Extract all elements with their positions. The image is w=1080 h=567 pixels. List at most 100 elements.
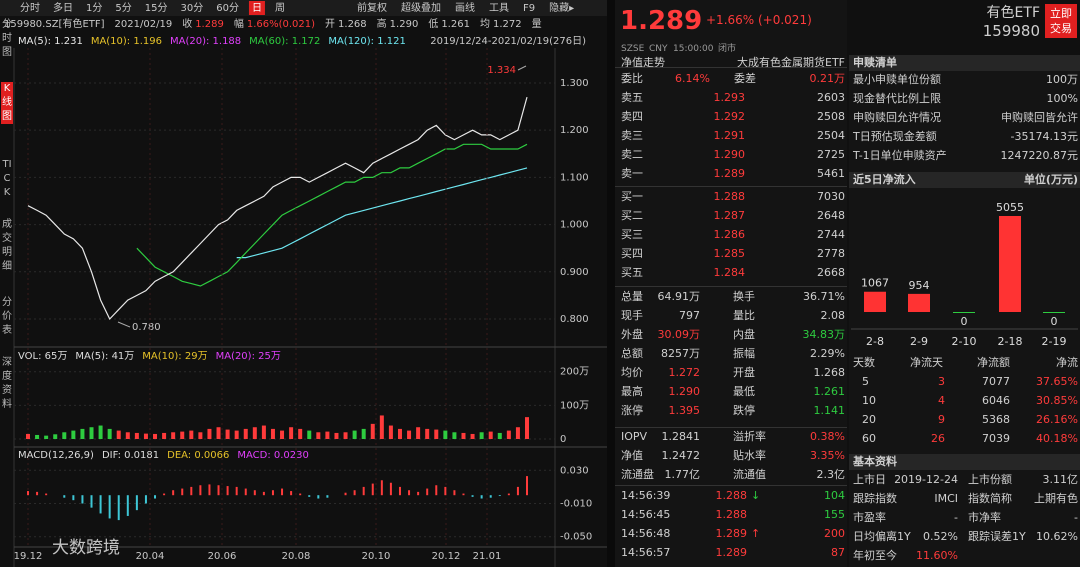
sidebar-tab[interactable]: 分价表 [2,297,12,336]
stat: 1.261 [813,385,846,398]
flow-value: 5055 [996,201,1024,214]
volume-bar [352,430,357,439]
tool-button[interactable]: 工具 [489,2,509,14]
macd-legend: MACD(12,26,9) [18,450,94,461]
sidebar-tab[interactable]: 成交明细 [2,219,12,272]
macd-bar [380,480,383,496]
volume-bar [470,433,475,439]
volume-bar [71,430,76,439]
volume-bar [434,429,439,439]
flow-bar [908,293,930,312]
kline-panel: 分时 多日 1分 5分 15分 30分 60分 日 周 前复权 超级叠加 画线 工具 F9 隐藏▸ 15998… [0,0,607,567]
date-range: 2019/12/24-2021/02/19(276日) [430,36,586,47]
vol-legend: VOL: 65万 [18,351,67,362]
basic-cell: 市盈率 [853,511,886,524]
volume-bar [26,433,30,439]
tool-button[interactable]: 画线 [455,1,475,14]
volume-bar [525,417,529,439]
period-tab[interactable]: 15分 [145,2,168,14]
trade-volume: 104 [824,489,845,502]
level-volume: 2648 [817,209,845,222]
flow-bar [953,312,975,313]
stat: 流通盘 [621,468,654,481]
flow-cell: 9 [938,413,945,426]
macd-bar [226,486,229,496]
stat: 36.71% [803,290,845,303]
flow-cell: 37.65% [1036,375,1078,388]
basic-cell: 2019-12-24 [894,473,958,486]
tool-button[interactable]: 隐藏▸ [549,2,574,14]
macd-bar [371,483,374,496]
period-tab[interactable]: 30分 [180,2,203,14]
macd-bar [471,495,474,497]
tool-button[interactable]: 超级叠加 [401,1,441,14]
volume-bar [216,427,221,439]
volume-bar [89,427,94,439]
macd-bar [281,488,284,496]
tool-button[interactable]: 前复权 [357,1,387,14]
volume-bar [307,430,312,439]
info-item: 1.268 [338,19,367,30]
period-tab[interactable]: 60分 [216,2,239,14]
macd-bar [199,485,202,496]
macd-bar [262,491,265,496]
macd-bar [36,491,39,496]
sidebar-tab[interactable]: 分时图 [2,19,12,58]
basic-cell: 上市份额 [968,473,1012,486]
info-item: 低 [428,17,438,30]
stat: 总额 [621,347,643,360]
redeem-label: 最小申赎单位份额 [853,73,941,86]
period-tab[interactable]: 日 [252,3,262,14]
price-tick: 0.800 [560,314,589,325]
annotation-leader [117,321,131,328]
macd-tick: 0.030 [560,465,589,476]
period-tab[interactable]: 分时 [20,2,40,14]
ma120-line [236,167,528,259]
trade-arrow: ↓ [751,489,761,502]
sidebar-tab[interactable]: TICK [2,159,12,198]
redeem-label: 申购赎回允许情况 [853,111,941,124]
basic-cell: 11.60% [916,549,958,562]
status: CNY [649,44,668,54]
macd-bar [27,491,29,496]
price: 1.289 [620,6,703,36]
trade-price: 1.288 [715,489,748,502]
volume-bar [44,435,49,439]
macd-bar [308,495,311,497]
period-tab[interactable]: 5分 [115,2,131,14]
basic-cell: 跟踪指数 [853,492,897,505]
macd-bar [526,476,528,496]
volume-bar [416,427,421,439]
macd-bar [253,490,256,496]
macd-bar [244,488,247,496]
stat: 内盘 [733,328,755,341]
sidebar-tab[interactable]: K线图 [1,82,13,124]
book-head: 净值走势 [621,56,665,69]
stat: 1.268 [813,366,846,379]
sidebar-tab[interactable]: 深度资料 [2,357,12,410]
volume-bar [343,432,348,439]
stat: 2.3亿 [816,468,846,481]
trade-button[interactable]: 立即交易 [1045,4,1077,38]
macd-bar [99,495,102,514]
vol-legend: MA(5): 41万 [75,351,134,362]
flow-value: 0 [1051,315,1058,328]
period-tab[interactable]: 周 [275,2,285,14]
period-tab[interactable]: 1分 [86,2,102,14]
volume-bar [407,430,412,439]
macd-legend: MACD: 0.0230 [237,450,309,461]
period-tab[interactable]: 多日 [53,1,73,14]
level-volume: 2778 [817,247,845,260]
tool-button[interactable]: F9 [523,3,535,14]
level-price: 1.290 [713,148,746,161]
info-item: 均 [480,18,490,30]
separator [615,186,847,187]
basic-cell: 市净率 [968,511,1001,524]
trade-volume: 200 [824,527,845,540]
flow-header: 天数 [853,356,875,369]
flow-value: 0 [961,315,968,328]
redeem-label: T日预估现金差额 [853,130,937,143]
volume-bar [125,432,130,439]
macd-bar [408,490,411,496]
macd-bar [63,495,66,498]
